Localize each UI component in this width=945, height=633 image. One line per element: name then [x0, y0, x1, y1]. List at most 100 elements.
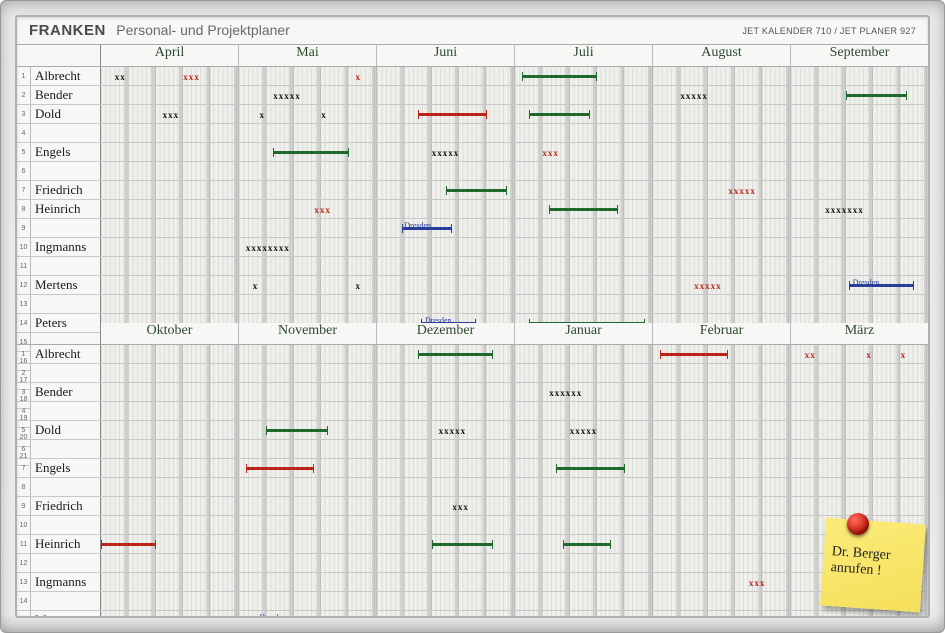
row-number: 14 [17, 592, 31, 610]
bar-mark [522, 75, 597, 78]
month-cell [791, 295, 928, 313]
month-cell [791, 143, 928, 161]
month-cell [377, 67, 515, 85]
month-cell [101, 573, 239, 591]
person-name: Albrecht [31, 67, 101, 85]
month-cell [653, 516, 791, 534]
person-name [31, 162, 101, 180]
row-number: 10 [17, 238, 31, 256]
person-name: Friedrich [31, 497, 101, 515]
month-cell [101, 402, 239, 420]
person-name [31, 402, 101, 420]
month-cell [515, 345, 653, 363]
row-number: 9 [17, 219, 31, 237]
planner-row: 7Engels [17, 459, 928, 478]
planner-row: 4 [17, 402, 928, 421]
pin-icon [847, 513, 869, 535]
month-cell [515, 86, 653, 104]
sticky-note[interactable]: Dr. Berger anrufen ! [820, 518, 926, 613]
month-cell [791, 364, 928, 382]
row-number: 4 [17, 124, 31, 142]
bar-mark [556, 467, 625, 470]
month-cell [239, 219, 377, 237]
x-mark: xxxxx [680, 89, 708, 102]
row-number: 2 [17, 364, 31, 382]
month-cell [239, 478, 377, 496]
month-cell [239, 440, 377, 458]
month-cell [101, 535, 239, 553]
month-cell: xxx [515, 143, 653, 161]
month-cell: xxxxxx [515, 383, 653, 401]
month-cell [791, 162, 928, 180]
month-cell [653, 459, 791, 477]
month-cell [377, 592, 515, 610]
month-cell [515, 592, 653, 610]
month-cell [377, 364, 515, 382]
person-name: Heinrich [31, 535, 101, 553]
month-cell [239, 554, 377, 572]
month-cell [239, 421, 377, 439]
x-mark: x [866, 348, 872, 361]
month-cell [377, 105, 515, 123]
planner-row: 12MertensxxxxxxxDresden [17, 276, 928, 295]
month-cell [101, 459, 239, 477]
x-mark: xxxxxxxx [246, 241, 290, 254]
month-cell [101, 219, 239, 237]
row-number: 2 [17, 86, 31, 104]
month-cell [239, 181, 377, 199]
month-cell: xxxxx [101, 67, 239, 85]
month-cell [101, 257, 239, 275]
month-cell: xxxxx [653, 276, 791, 294]
month-cell [791, 105, 928, 123]
month-header: März [791, 323, 928, 344]
planner-row: 11Heinrich [17, 535, 928, 554]
planner-row: 3Doldxxxxx [17, 105, 928, 124]
month-cell [101, 124, 239, 142]
month-cell [377, 611, 515, 618]
month-cell: xxxxx [653, 86, 791, 104]
month-cell [515, 295, 653, 313]
month-cell [653, 497, 791, 515]
month-cell: x [239, 67, 377, 85]
month-cell [377, 478, 515, 496]
month-header: November [239, 323, 377, 344]
person-name [31, 554, 101, 572]
month-cell [377, 440, 515, 458]
row-number: 1 [17, 345, 31, 363]
row-number: 11 [17, 257, 31, 275]
month-cell [653, 345, 791, 363]
planner-row: 14 [17, 592, 928, 611]
month-cell [101, 592, 239, 610]
month-cell: xxx [377, 497, 515, 515]
person-name: Bender [31, 86, 101, 104]
month-cell [239, 345, 377, 363]
row-number: 8 [17, 200, 31, 218]
month-cell [515, 440, 653, 458]
planner-row: 5Doldxxxxxxxxxx [17, 421, 928, 440]
month-cell: xx [239, 276, 377, 294]
month-cell: xxxxx [239, 86, 377, 104]
month-cell [101, 478, 239, 496]
month-cell [101, 364, 239, 382]
planner-row: 9Friedrich xxx [17, 497, 928, 516]
month-cell: Dresden [791, 276, 928, 294]
row-number: 13 [17, 573, 31, 591]
x-mark: x [901, 348, 907, 361]
month-cell [653, 295, 791, 313]
half-top: AprilMaiJuniJuliAugustSeptember1Albrecht… [17, 45, 928, 323]
month-cell [101, 516, 239, 534]
month-header: Februar [653, 323, 791, 344]
month-cell [515, 364, 653, 382]
person-name: Engels [31, 459, 101, 477]
bar-mark [446, 189, 508, 192]
month-cell [101, 86, 239, 104]
month-header: April [101, 45, 239, 66]
month-cell [653, 200, 791, 218]
x-mark: xxxxxxx [825, 203, 864, 216]
month-cell [653, 535, 791, 553]
row-number: 3 [17, 105, 31, 123]
row-number: 9 [17, 497, 31, 515]
month-cell [101, 421, 239, 439]
month-cell [515, 573, 653, 591]
bar-mark [432, 543, 494, 546]
